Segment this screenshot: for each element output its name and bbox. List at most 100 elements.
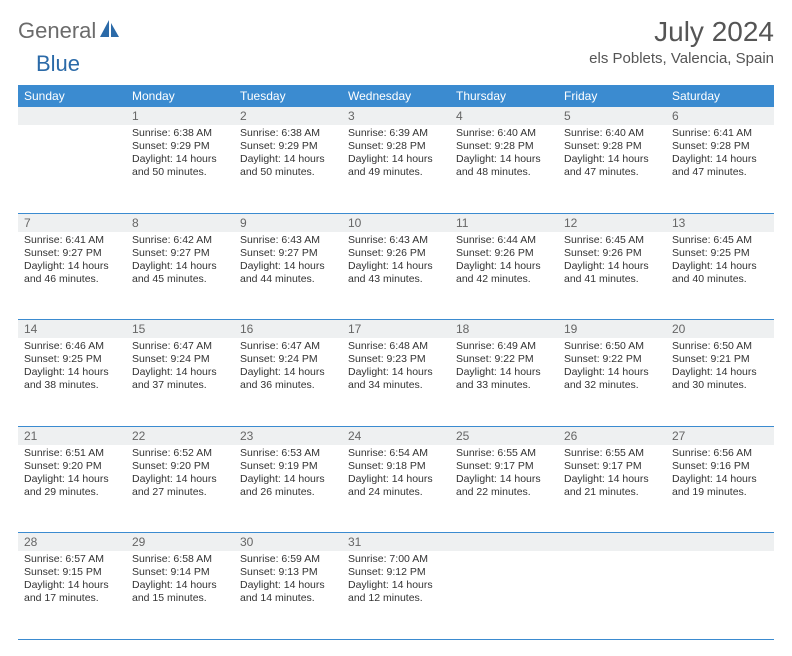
- sunrise-text: Sunrise: 6:45 AM: [564, 234, 660, 247]
- day-cell: Sunrise: 6:42 AMSunset: 9:27 PMDaylight:…: [126, 232, 234, 320]
- day-number-cell: 22: [126, 426, 234, 445]
- weekday-header: Monday: [126, 85, 234, 107]
- day-content: Sunrise: 6:55 AMSunset: 9:17 PMDaylight:…: [450, 445, 558, 504]
- daylight-text: Daylight: 14 hours and 46 minutes.: [24, 260, 120, 286]
- day-number-cell: 24: [342, 426, 450, 445]
- day-cell: Sunrise: 6:48 AMSunset: 9:23 PMDaylight:…: [342, 338, 450, 426]
- sunset-text: Sunset: 9:15 PM: [24, 566, 120, 579]
- day-cell: Sunrise: 6:50 AMSunset: 9:21 PMDaylight:…: [666, 338, 774, 426]
- day-number-cell: 14: [18, 320, 126, 339]
- day-number-cell: 8: [126, 213, 234, 232]
- day-content: Sunrise: 6:38 AMSunset: 9:29 PMDaylight:…: [234, 125, 342, 184]
- weekday-header: Saturday: [666, 85, 774, 107]
- sunrise-text: Sunrise: 6:50 AM: [672, 340, 768, 353]
- calendar-table: Sunday Monday Tuesday Wednesday Thursday…: [18, 85, 774, 640]
- sunset-text: Sunset: 9:20 PM: [24, 460, 120, 473]
- day-number-cell: 28: [18, 533, 126, 552]
- day-content: Sunrise: 6:45 AMSunset: 9:26 PMDaylight:…: [558, 232, 666, 291]
- day-content: Sunrise: 6:47 AMSunset: 9:24 PMDaylight:…: [234, 338, 342, 397]
- day-cell: Sunrise: 6:43 AMSunset: 9:27 PMDaylight:…: [234, 232, 342, 320]
- day-number-cell: 27: [666, 426, 774, 445]
- sunrise-text: Sunrise: 6:43 AM: [348, 234, 444, 247]
- day-cell: Sunrise: 7:00 AMSunset: 9:12 PMDaylight:…: [342, 551, 450, 639]
- day-number-cell: 15: [126, 320, 234, 339]
- day-content: Sunrise: 6:45 AMSunset: 9:25 PMDaylight:…: [666, 232, 774, 291]
- day-content: Sunrise: 6:48 AMSunset: 9:23 PMDaylight:…: [342, 338, 450, 397]
- daylight-text: Daylight: 14 hours and 27 minutes.: [132, 473, 228, 499]
- daylight-text: Daylight: 14 hours and 15 minutes.: [132, 579, 228, 605]
- day-number-cell: 6: [666, 107, 774, 125]
- sunrise-text: Sunrise: 6:39 AM: [348, 127, 444, 140]
- day-content: Sunrise: 6:41 AMSunset: 9:28 PMDaylight:…: [666, 125, 774, 184]
- daylight-text: Daylight: 14 hours and 32 minutes.: [564, 366, 660, 392]
- day-number-cell: 11: [450, 213, 558, 232]
- day-cell: Sunrise: 6:38 AMSunset: 9:29 PMDaylight:…: [126, 125, 234, 213]
- sunrise-text: Sunrise: 6:59 AM: [240, 553, 336, 566]
- day-cell: Sunrise: 6:41 AMSunset: 9:28 PMDaylight:…: [666, 125, 774, 213]
- sunset-text: Sunset: 9:13 PM: [240, 566, 336, 579]
- weekday-header-row: Sunday Monday Tuesday Wednesday Thursday…: [18, 85, 774, 107]
- sunrise-text: Sunrise: 6:40 AM: [564, 127, 660, 140]
- weekday-header: Thursday: [450, 85, 558, 107]
- day-content: Sunrise: 6:42 AMSunset: 9:27 PMDaylight:…: [126, 232, 234, 291]
- daylight-text: Daylight: 14 hours and 26 minutes.: [240, 473, 336, 499]
- sunset-text: Sunset: 9:22 PM: [456, 353, 552, 366]
- day-number-row: 78910111213: [18, 213, 774, 232]
- day-number-cell: 16: [234, 320, 342, 339]
- day-cell: Sunrise: 6:58 AMSunset: 9:14 PMDaylight:…: [126, 551, 234, 639]
- sunset-text: Sunset: 9:24 PM: [132, 353, 228, 366]
- day-content: Sunrise: 6:55 AMSunset: 9:17 PMDaylight:…: [558, 445, 666, 504]
- weekday-header: Wednesday: [342, 85, 450, 107]
- day-number-cell: 31: [342, 533, 450, 552]
- daylight-text: Daylight: 14 hours and 14 minutes.: [240, 579, 336, 605]
- day-cell: Sunrise: 6:47 AMSunset: 9:24 PMDaylight:…: [126, 338, 234, 426]
- daylight-text: Daylight: 14 hours and 47 minutes.: [672, 153, 768, 179]
- sunset-text: Sunset: 9:29 PM: [132, 140, 228, 153]
- day-number-cell: 4: [450, 107, 558, 125]
- daylight-text: Daylight: 14 hours and 49 minutes.: [348, 153, 444, 179]
- sunset-text: Sunset: 9:23 PM: [348, 353, 444, 366]
- day-cell: Sunrise: 6:40 AMSunset: 9:28 PMDaylight:…: [558, 125, 666, 213]
- sunset-text: Sunset: 9:26 PM: [348, 247, 444, 260]
- sail-icon: [100, 20, 120, 43]
- sunset-text: Sunset: 9:28 PM: [456, 140, 552, 153]
- week-row: Sunrise: 6:51 AMSunset: 9:20 PMDaylight:…: [18, 445, 774, 533]
- sunrise-text: Sunrise: 6:54 AM: [348, 447, 444, 460]
- location: els Poblets, Valencia, Spain: [589, 50, 774, 67]
- sunset-text: Sunset: 9:26 PM: [456, 247, 552, 260]
- day-content: Sunrise: 6:53 AMSunset: 9:19 PMDaylight:…: [234, 445, 342, 504]
- sunset-text: Sunset: 9:17 PM: [564, 460, 660, 473]
- day-content: Sunrise: 6:52 AMSunset: 9:20 PMDaylight:…: [126, 445, 234, 504]
- day-number-cell: 7: [18, 213, 126, 232]
- day-content: Sunrise: 6:40 AMSunset: 9:28 PMDaylight:…: [558, 125, 666, 184]
- daylight-text: Daylight: 14 hours and 45 minutes.: [132, 260, 228, 286]
- day-content: Sunrise: 6:56 AMSunset: 9:16 PMDaylight:…: [666, 445, 774, 504]
- sunrise-text: Sunrise: 7:00 AM: [348, 553, 444, 566]
- sunrise-text: Sunrise: 6:45 AM: [672, 234, 768, 247]
- day-cell: Sunrise: 6:47 AMSunset: 9:24 PMDaylight:…: [234, 338, 342, 426]
- day-number-cell: 2: [234, 107, 342, 125]
- day-cell: Sunrise: 6:45 AMSunset: 9:26 PMDaylight:…: [558, 232, 666, 320]
- day-number-cell: 9: [234, 213, 342, 232]
- day-number-row: 14151617181920: [18, 320, 774, 339]
- day-content: Sunrise: 6:50 AMSunset: 9:22 PMDaylight:…: [558, 338, 666, 397]
- day-cell: [18, 125, 126, 213]
- day-cell: Sunrise: 6:52 AMSunset: 9:20 PMDaylight:…: [126, 445, 234, 533]
- daylight-text: Daylight: 14 hours and 42 minutes.: [456, 260, 552, 286]
- month-title: July 2024: [589, 16, 774, 48]
- daylight-text: Daylight: 14 hours and 38 minutes.: [24, 366, 120, 392]
- sunset-text: Sunset: 9:29 PM: [240, 140, 336, 153]
- sunset-text: Sunset: 9:28 PM: [348, 140, 444, 153]
- week-row: Sunrise: 6:38 AMSunset: 9:29 PMDaylight:…: [18, 125, 774, 213]
- day-number-cell: 23: [234, 426, 342, 445]
- daylight-text: Daylight: 14 hours and 44 minutes.: [240, 260, 336, 286]
- day-number-cell: [558, 533, 666, 552]
- sunset-text: Sunset: 9:17 PM: [456, 460, 552, 473]
- weekday-header: Tuesday: [234, 85, 342, 107]
- day-cell: [450, 551, 558, 639]
- day-content: Sunrise: 7:00 AMSunset: 9:12 PMDaylight:…: [342, 551, 450, 610]
- day-cell: Sunrise: 6:50 AMSunset: 9:22 PMDaylight:…: [558, 338, 666, 426]
- daylight-text: Daylight: 14 hours and 17 minutes.: [24, 579, 120, 605]
- sunrise-text: Sunrise: 6:44 AM: [456, 234, 552, 247]
- title-block: July 2024 els Poblets, Valencia, Spain: [589, 16, 774, 67]
